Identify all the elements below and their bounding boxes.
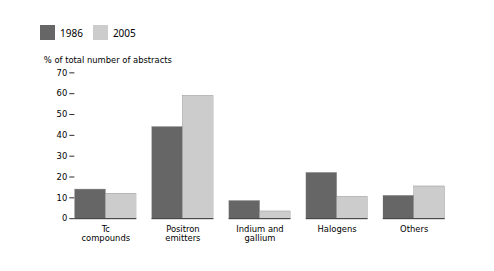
svg-text:Halogens: Halogens bbox=[318, 224, 357, 234]
svg-text:Others: Others bbox=[400, 224, 428, 234]
svg-text:20: 20 bbox=[57, 172, 68, 182]
svg-text:Indium andgallium: Indium andgallium bbox=[236, 224, 283, 242]
svg-text:Positronemitters: Positronemitters bbox=[165, 224, 200, 242]
svg-text:0: 0 bbox=[62, 213, 67, 223]
svg-text:10: 10 bbox=[57, 193, 68, 203]
svg-text:30: 30 bbox=[57, 151, 68, 161]
svg-text:60: 60 bbox=[57, 88, 68, 98]
svg-text:50: 50 bbox=[57, 109, 68, 119]
svg-text:40: 40 bbox=[57, 130, 68, 140]
svg-text:Tccompounds: Tccompounds bbox=[81, 224, 130, 242]
svg-text:70: 70 bbox=[57, 68, 68, 78]
svg-text:% of total number of abstracts: % of total number of abstracts bbox=[44, 55, 172, 65]
html-text:2005: 2005 bbox=[112, 25, 136, 40]
html-text:1986: 1986 bbox=[60, 25, 83, 40]
